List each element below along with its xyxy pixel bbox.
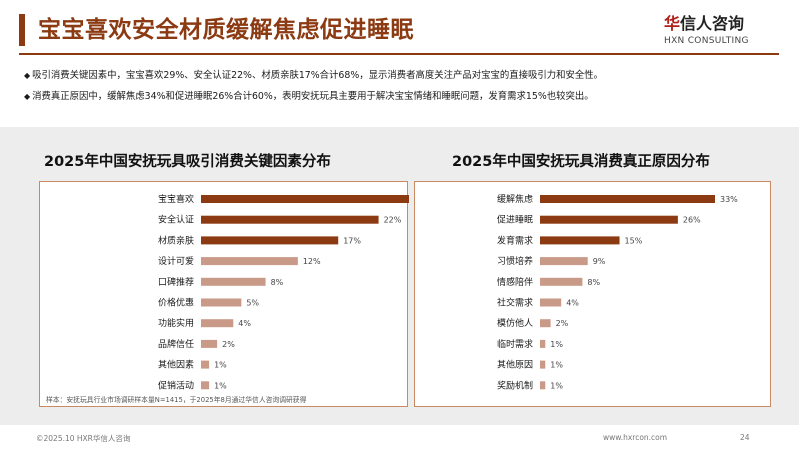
value-label: 4% (566, 299, 579, 308)
diamond-bullet-icon: ◆ (24, 92, 31, 101)
summary-bullet-text: 吸引消费关键因素中，宝宝喜欢29%、安全认证22%、材质亲肤17%合计68%，显… (32, 70, 604, 81)
bar (201, 298, 242, 307)
left-chart-title: 2025年中国安抚玩具吸引消费关键因素分布 (44, 154, 331, 170)
value-label: 1% (214, 361, 227, 370)
category-label: 临时需求 (497, 338, 533, 350)
page-title: 宝宝喜欢安全材质缓解焦虑促进睡眠 (38, 17, 414, 43)
bar (540, 236, 620, 245)
page-number: 24 (740, 433, 750, 442)
category-label: 口碑推荐 (158, 276, 194, 288)
bar (201, 257, 298, 266)
bar (201, 236, 339, 245)
value-label: 1% (550, 361, 563, 370)
category-label: 安全认证 (158, 214, 194, 226)
category-label: 习惯培养 (497, 255, 533, 267)
footer-copyright: ©2025.10 HXR华信人咨询 (36, 434, 131, 443)
category-label: 价格优惠 (158, 297, 194, 309)
right-chart-title: 2025年中国安抚玩具消费真正原因分布 (452, 154, 710, 170)
value-label: 5% (246, 299, 259, 308)
title-accent-bar (19, 14, 25, 46)
logo-chinese: 华信人咨询 (664, 14, 784, 34)
value-label: 2% (222, 340, 235, 349)
value-label: 1% (550, 381, 563, 390)
category-label: 材质亲肤 (158, 234, 194, 246)
summary-bullet-text: 消费真正原因中，缓解焦虑34%和促进睡眠26%合计60%，表明安抚玩具主要用于解… (32, 91, 594, 102)
bar (540, 319, 551, 328)
sample-note: 样本：安抚玩具行业市场调研样本量N=1415，于2025年8月通过华信人咨询调研… (46, 396, 307, 404)
category-label: 功能实用 (158, 317, 194, 329)
bar (540, 257, 588, 266)
bar (201, 381, 210, 390)
value-label: 9% (593, 257, 606, 266)
logo-english: HXN CONSULTING (664, 36, 749, 46)
category-label: 品牌信任 (158, 338, 194, 350)
bar (201, 195, 409, 203)
category-label: 发育需求 (497, 234, 533, 246)
category-label: 促进睡眠 (497, 214, 533, 226)
value-label: 1% (214, 381, 227, 390)
bar (201, 360, 210, 369)
bar (201, 319, 234, 328)
footer-url: www.hxrcon.com (603, 433, 668, 442)
bar (540, 215, 678, 224)
value-label: 4% (238, 319, 251, 328)
summary-bullets: ◆ 吸引消费关键因素中，宝宝喜欢29%、安全认证22%、材质亲肤17%合计68%，… (24, 65, 784, 107)
header-divider (19, 53, 779, 55)
purchase-reasons-chart: 缓解焦虑 33% 促进睡眠 26% 发育需求 15% 习惯培养 9% 情感陪伴 8% 社交需求 4% 模… (497, 193, 738, 391)
value-label: 22% (384, 216, 402, 225)
category-label: 模仿他人 (497, 317, 533, 329)
left-chart-panel: 宝宝喜欢28%安全认证22%材质亲肤17%设计可爱12%口碑推荐8%价格优惠5%… (39, 181, 409, 407)
category-label: 缓解焦虑 (497, 193, 533, 205)
bar (201, 339, 218, 348)
value-label: 1% (550, 340, 563, 349)
category-label: 其他原因 (497, 359, 533, 371)
bar (540, 195, 715, 203)
category-label: 促销活动 (158, 379, 194, 391)
value-label: 2% (556, 319, 569, 328)
category-label: 奖励机制 (497, 379, 533, 391)
category-label: 设计可爱 (158, 255, 194, 267)
bar (540, 381, 546, 390)
bar (540, 339, 546, 348)
category-label: 情感陪伴 (497, 276, 533, 288)
category-label: 其他因素 (158, 359, 194, 371)
brand-logo: 华信人咨询 HXN CONSULTING (664, 14, 784, 52)
category-label: 社交需求 (497, 297, 533, 309)
summary-bullet-1: ◆ 吸引消费关键因素中，宝宝喜欢29%、安全认证22%、材质亲肤17%合计68%，… (24, 65, 784, 86)
value-label: 12% (303, 257, 321, 266)
bar (201, 277, 266, 286)
value-label: 33% (720, 195, 738, 204)
value-label: 26% (683, 216, 701, 225)
logo-chinese-rest: 信人咨询 (680, 14, 745, 33)
diamond-bullet-icon: ◆ (24, 71, 31, 80)
summary-bullet-2: ◆ 消费真正原因中，缓解焦虑34%和促进睡眠26%合计60%，表明安抚玩具主要用于… (24, 86, 784, 107)
value-label: 8% (587, 278, 600, 287)
category-label: 宝宝喜欢 (158, 193, 194, 205)
right-chart-panel: 缓解焦虑 33% 促进睡眠 26% 发育需求 15% 习惯培养 9% 情感陪伴 8% 社交需求 4% 模… (414, 181, 771, 407)
bar (540, 277, 583, 286)
value-label: 17% (343, 236, 361, 245)
bar (540, 360, 546, 369)
logo-accent-char: 华 (664, 14, 681, 33)
attraction-factors-chart: 宝宝喜欢28%安全认证22%材质亲肤17%设计可爱12%口碑推荐8%价格优惠5%… (158, 193, 409, 391)
bar (201, 215, 379, 224)
value-label: 8% (271, 278, 284, 287)
bar (540, 298, 562, 307)
value-label: 15% (625, 236, 643, 245)
